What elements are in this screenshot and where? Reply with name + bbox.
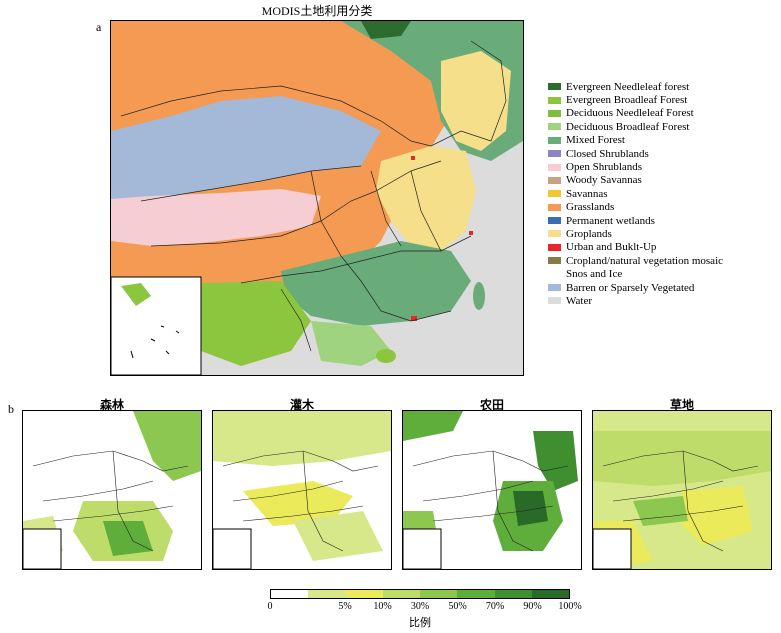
legend-item: Evergreen Broadleaf Forest	[548, 93, 723, 106]
colorbar-tick-label: 0	[267, 601, 273, 612]
colorbar-tick-label: 100%	[558, 601, 582, 612]
legend-swatch	[548, 163, 561, 171]
colorbar-segment	[345, 590, 383, 598]
legend-label: Permanent wetlands	[566, 214, 655, 227]
legend-item: Urban and Buklt-Up	[548, 241, 723, 254]
urban-beijing	[411, 156, 415, 160]
legend-item: Barren or Sparsely Vegetated	[548, 281, 723, 294]
legend-swatch	[548, 83, 561, 91]
legend-swatch	[548, 297, 561, 305]
panel-a-letter: a	[96, 20, 102, 34]
panel-a-title: MODIS土地利用分类	[261, 4, 373, 18]
legend-item: Deciduous Broadleaf Forest	[548, 120, 723, 133]
legend-swatch	[548, 176, 561, 184]
legend-swatch	[548, 96, 561, 104]
colorbar-segment	[271, 590, 309, 598]
legend-label: Woody Savannas	[566, 174, 642, 187]
legend-item: Cropland/natural vegetation mosaic	[548, 254, 723, 267]
colorbar-segment	[420, 590, 458, 598]
croplands-northeast	[441, 51, 511, 151]
barren-desert	[111, 96, 381, 201]
colorbar-segment	[531, 590, 569, 598]
legend-label: Closed Shrublands	[566, 147, 649, 160]
panel-b-letter: b	[8, 402, 14, 416]
south-sea-inset	[111, 276, 202, 375]
legend-item: Mixed Forest	[548, 134, 723, 147]
legend-label: Evergreen Broadleaf Forest	[566, 94, 688, 107]
legend-label: Urban and Buklt-Up	[566, 241, 657, 254]
legend-swatch	[548, 123, 561, 131]
legend-label: Snos and Ice	[566, 268, 623, 281]
croplands-east	[376, 146, 476, 251]
legend-swatch	[548, 109, 561, 117]
grassland-map-title: 草地	[669, 398, 694, 412]
colorbar-tick-label: 70%	[485, 601, 505, 612]
cropland-map-title: 农田	[479, 398, 504, 412]
legend-swatch	[548, 271, 561, 278]
colorbar-tick-label: 50%	[448, 601, 467, 612]
colorbar-tick-label: 90%	[523, 601, 542, 612]
urban-guangzhou	[411, 316, 417, 321]
legend-label: Evergreen Needleleaf forest	[566, 80, 690, 93]
legend-item: Closed Shrublands	[548, 147, 723, 160]
shrub-map-title: 灌木	[289, 398, 314, 412]
grassland-fraction-map	[592, 410, 772, 570]
mixed-forest-south	[281, 241, 471, 326]
legend-swatch	[548, 217, 561, 225]
shrub-fraction-map	[212, 410, 392, 570]
land-use-legend: Evergreen Needleleaf forest Evergreen Bro…	[548, 80, 723, 308]
legend-item: Woody Savannas	[548, 174, 723, 187]
evergreen-broadleaf-south	[201, 281, 311, 366]
urban-shanghai	[469, 231, 473, 235]
legend-item: Permanent wetlands	[548, 214, 723, 227]
colorbar-segment	[308, 590, 346, 598]
legend-swatch	[548, 284, 561, 292]
legend-label: Savannas	[566, 187, 608, 200]
legend-swatch	[548, 136, 561, 144]
colorbar-tick-label: 5%	[338, 601, 352, 612]
colorbar-tick-label: 10%	[373, 601, 392, 612]
hainan-island	[376, 349, 396, 363]
colorbar-label: 比例	[409, 616, 431, 629]
legend-item: Snos and Ice	[548, 267, 723, 280]
legend-label: Deciduous Broadleaf Forest	[566, 120, 690, 133]
legend-swatch	[548, 257, 561, 265]
legend-item: Groplands	[548, 227, 723, 240]
evergreen-needleleaf-north	[361, 21, 411, 39]
cropland-fraction-map	[402, 410, 582, 570]
legend-item: Grasslands	[548, 201, 723, 214]
legend-swatch	[548, 150, 561, 158]
forest-fraction-map	[22, 410, 202, 570]
legend-swatch	[548, 243, 561, 251]
legend-label: Grasslands	[566, 201, 615, 214]
colorbar-segment	[457, 590, 495, 598]
forest-map-title: 森林	[99, 398, 124, 412]
legend-item: Water	[548, 294, 723, 307]
legend-label: Water	[566, 294, 592, 307]
fraction-colorbar	[270, 589, 570, 599]
land-use-map	[110, 20, 524, 376]
legend-label: Groplands	[566, 227, 612, 240]
deciduous-broadleaf-south	[311, 321, 391, 366]
legend-swatch	[548, 203, 561, 211]
legend-swatch	[548, 190, 561, 198]
colorbar-segment	[494, 590, 532, 598]
legend-label: Open Shrublands	[566, 161, 643, 174]
legend-swatch	[548, 230, 561, 238]
legend-item: Open Shrublands	[548, 160, 723, 173]
colorbar-tick-label: 30%	[410, 601, 430, 612]
open-shrublands	[111, 189, 321, 246]
legend-label: Mixed Forest	[566, 134, 625, 147]
taiwan-island	[473, 282, 485, 310]
legend-label: Deciduous Needleleaf Forest	[566, 107, 694, 120]
legend-label: Cropland/natural vegetation mosaic	[566, 254, 724, 267]
colorbar-segment	[382, 590, 420, 598]
legend-item: Deciduous Needleleaf Forest	[548, 107, 723, 120]
legend-item: Savannas	[548, 187, 723, 200]
legend-label: Barren or Sparsely Vegetated	[566, 281, 695, 294]
legend-item: Evergreen Needleleaf forest	[548, 80, 723, 93]
